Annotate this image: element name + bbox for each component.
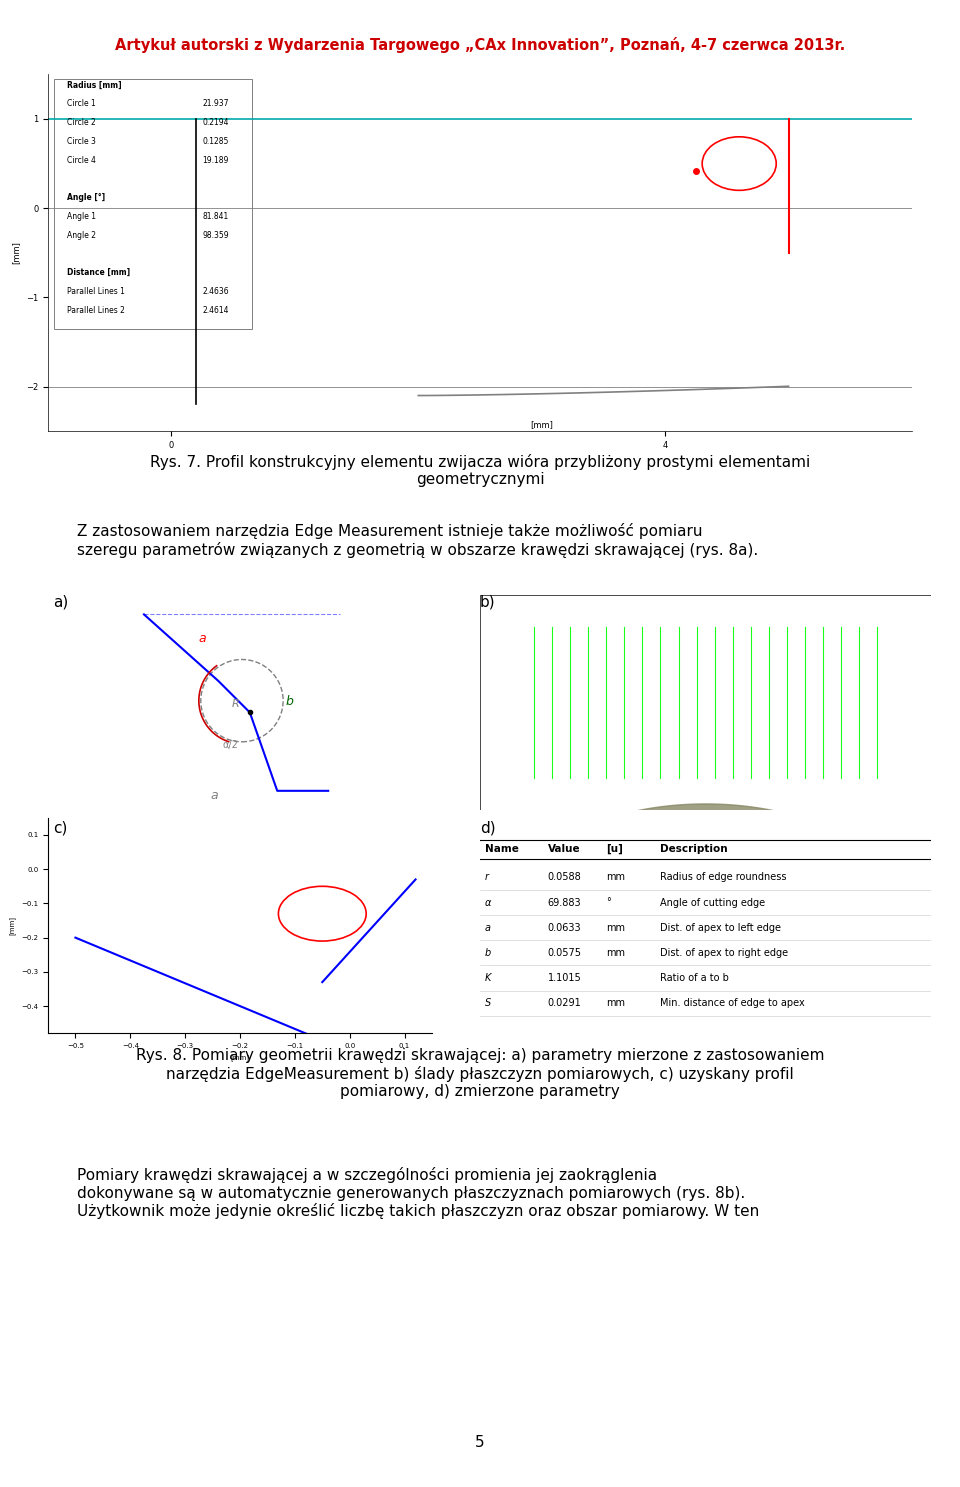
Text: Circle 2: Circle 2 [66,117,95,128]
Text: Value: Value [547,845,580,854]
Text: Distance [mm]: Distance [mm] [66,268,130,277]
Text: mm: mm [607,947,625,958]
Text: Artykuł autorski z Wydarzenia Targowego „CAx Innovation”, Poznań, 4-7 czerwca 20: Artykuł autorski z Wydarzenia Targowego … [115,37,845,54]
Text: d): d) [480,821,495,836]
Text: 0.1285: 0.1285 [203,137,228,146]
Text: 0.0291: 0.0291 [547,998,582,1008]
Text: 0.35: 0.35 [822,598,833,602]
Text: 0.3: 0.3 [783,598,791,602]
Text: Min. distance of edge to apex: Min. distance of edge to apex [660,998,805,1008]
Text: Rys. 8. Pomiary geometrii krawędzi skrawającej: a) parametry mierzone z zastosow: Rys. 8. Pomiary geometrii krawędzi skraw… [135,1048,825,1099]
Text: Dist. of apex to left edge: Dist. of apex to left edge [660,923,781,932]
Text: 0.0575: 0.0575 [547,947,582,958]
Text: c): c) [53,821,67,836]
Text: Pomiary krawędzi skrawającej a w szczególności promienia jej zaokrąglenia
dokony: Pomiary krawędzi skrawającej a w szczegó… [77,1167,759,1219]
Text: °: ° [607,898,612,907]
Text: -0.1: -0.1 [498,598,507,602]
Text: a: a [485,923,491,932]
Text: 0.25: 0.25 [741,598,752,602]
Text: 2.4614: 2.4614 [203,305,228,315]
Text: 0.1: 0.1 [620,598,628,602]
X-axis label: [mm]: [mm] [230,1054,250,1062]
Text: 0: 0 [541,598,544,602]
Text: 0.4: 0.4 [864,598,872,602]
Y-axis label: [mm]: [mm] [12,241,20,265]
Text: 19.189: 19.189 [203,156,228,165]
Text: 1.1015: 1.1015 [547,972,582,983]
Text: S: S [485,998,491,1008]
Text: Name: Name [485,845,518,854]
Text: a: a [210,788,218,801]
Text: 0.0588: 0.0588 [547,873,582,882]
Text: 0.15: 0.15 [660,598,670,602]
Text: Angle of cutting edge: Angle of cutting edge [660,898,766,907]
Text: 0.2194: 0.2194 [203,117,228,128]
Text: mm: mm [607,998,625,1008]
Text: Radius of edge roundness: Radius of edge roundness [660,873,787,882]
Text: Description: Description [660,845,728,854]
Text: Circle 3: Circle 3 [66,137,95,146]
Text: r: r [485,873,489,882]
Text: a: a [199,632,206,645]
Text: mm: mm [607,923,625,932]
Text: α/2: α/2 [223,739,238,749]
Text: 69.883: 69.883 [547,898,582,907]
Text: Rys. 7. Profil konstrukcyjny elementu zwijacza wióra przybliżony prostymi elemen: Rys. 7. Profil konstrukcyjny elementu zw… [150,454,810,486]
Text: 2.4636: 2.4636 [203,287,228,296]
Text: 81.841: 81.841 [203,211,228,222]
Text: Angle 1: Angle 1 [66,211,95,222]
Text: Parallel Lines 2: Parallel Lines 2 [66,305,125,315]
Text: [u]: [u] [607,845,623,854]
Text: 0.05: 0.05 [578,598,589,602]
Text: Z zastosowaniem narzędzia Edge Measurement istnieje także możliwość pomiaru
szer: Z zastosowaniem narzędzia Edge Measureme… [77,523,758,558]
Text: 21.937: 21.937 [203,100,228,109]
Text: 0.0633: 0.0633 [547,923,582,932]
FancyBboxPatch shape [54,79,252,329]
Text: 5: 5 [475,1435,485,1450]
Text: b: b [285,694,293,708]
Text: [mm]: [mm] [530,419,553,428]
Text: Radius [mm]: Radius [mm] [66,80,121,89]
Text: Circle 1: Circle 1 [66,100,95,109]
Text: R: R [232,699,240,708]
Text: Angle [°]: Angle [°] [66,193,105,202]
Text: b): b) [480,595,495,610]
Text: b: b [485,947,491,958]
Text: K: K [485,972,491,983]
Text: mm: mm [607,873,625,882]
Text: a): a) [53,595,68,610]
Text: Dist. of apex to right edge: Dist. of apex to right edge [660,947,788,958]
Polygon shape [553,804,858,864]
Text: Parallel Lines 1: Parallel Lines 1 [66,287,125,296]
Text: 0.2: 0.2 [702,598,709,602]
Text: Circle 4: Circle 4 [66,156,95,165]
Text: Angle 2: Angle 2 [66,230,95,239]
Text: 98.359: 98.359 [203,230,228,239]
Text: Ratio of a to b: Ratio of a to b [660,972,730,983]
Text: α: α [485,898,491,907]
Y-axis label: [mm]: [mm] [9,916,15,935]
